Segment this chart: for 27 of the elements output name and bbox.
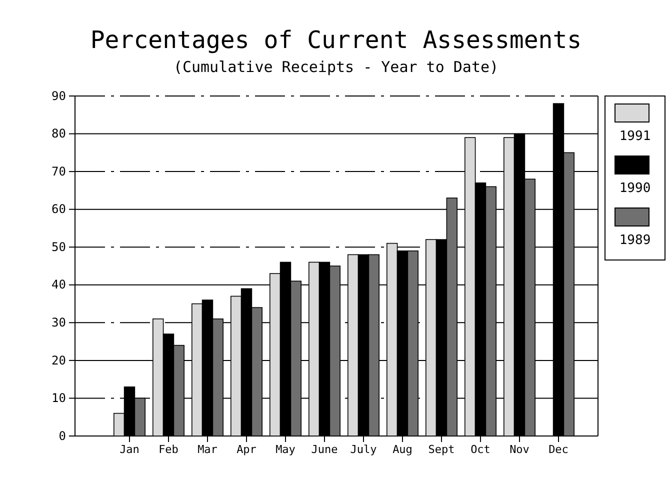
y-tick-label: 40	[52, 278, 66, 292]
chart-subtitle: (Cumulative Receipts - Year to Date)	[173, 58, 499, 76]
y-tick-label: 20	[52, 353, 66, 368]
x-tick-label: Jan	[120, 442, 140, 456]
y-tick-label: 90	[52, 88, 66, 103]
y-tick-label: 30	[52, 316, 66, 330]
legend-label: 1990	[619, 181, 651, 196]
y-tick-label: 50	[52, 240, 66, 254]
x-tick-label: Apr	[236, 442, 257, 456]
x-tick-label: Dec	[548, 442, 568, 456]
x-tick-label: June	[311, 442, 338, 456]
y-tick-label: 60	[52, 202, 66, 216]
x-tick-label: Nov	[510, 442, 530, 456]
y-tick-label: 10	[52, 391, 66, 406]
x-tick-label: July	[350, 442, 378, 456]
legend-label: 1989	[619, 233, 651, 248]
x-tick-label: May	[276, 442, 296, 456]
y-tick-label: 70	[52, 164, 66, 178]
y-tick-label: 0	[58, 428, 66, 443]
legend-label: 1991	[619, 129, 651, 144]
x-tick-label: Sept	[428, 442, 455, 456]
x-tick-label: Aug	[392, 442, 412, 456]
y-tick-label: 80	[52, 126, 66, 141]
chart-title: Percentages of Current Assessments	[90, 26, 582, 54]
x-tick-label: Mar	[198, 442, 218, 456]
x-tick-label: Oct	[470, 442, 490, 456]
x-tick-label: Feb	[158, 442, 178, 456]
